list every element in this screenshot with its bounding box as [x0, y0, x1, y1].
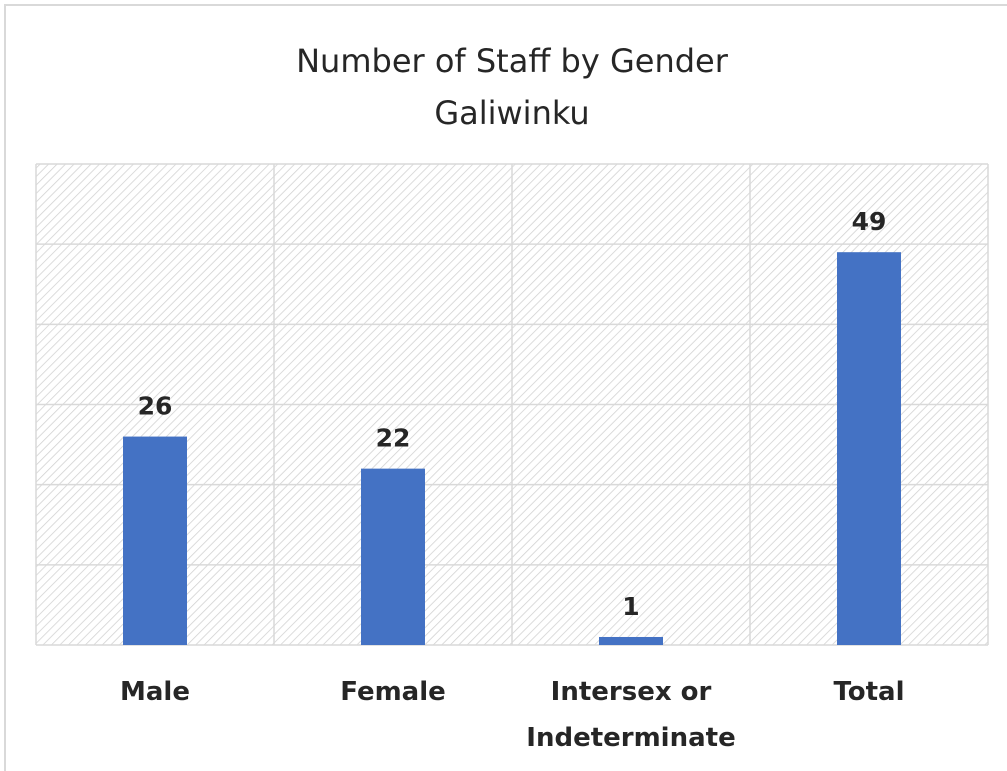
data-label: 1	[622, 592, 639, 621]
chart-frame	[4, 4, 1007, 771]
x-tick-label: Female	[340, 677, 446, 707]
bar	[123, 436, 187, 645]
data-label: 26	[138, 392, 173, 421]
chart-subtitle: Galiwinku	[434, 94, 589, 132]
x-tick-label: Intersex or Indeterminate	[526, 677, 736, 753]
bar	[599, 636, 663, 645]
x-tick-label: Total	[833, 677, 905, 707]
bar	[361, 468, 425, 645]
data-label: 22	[376, 424, 411, 453]
bar	[837, 252, 901, 645]
data-label: 49	[852, 207, 887, 236]
chart-title: Number of Staff by Gender	[296, 42, 729, 80]
x-tick-label: Male	[120, 677, 190, 707]
